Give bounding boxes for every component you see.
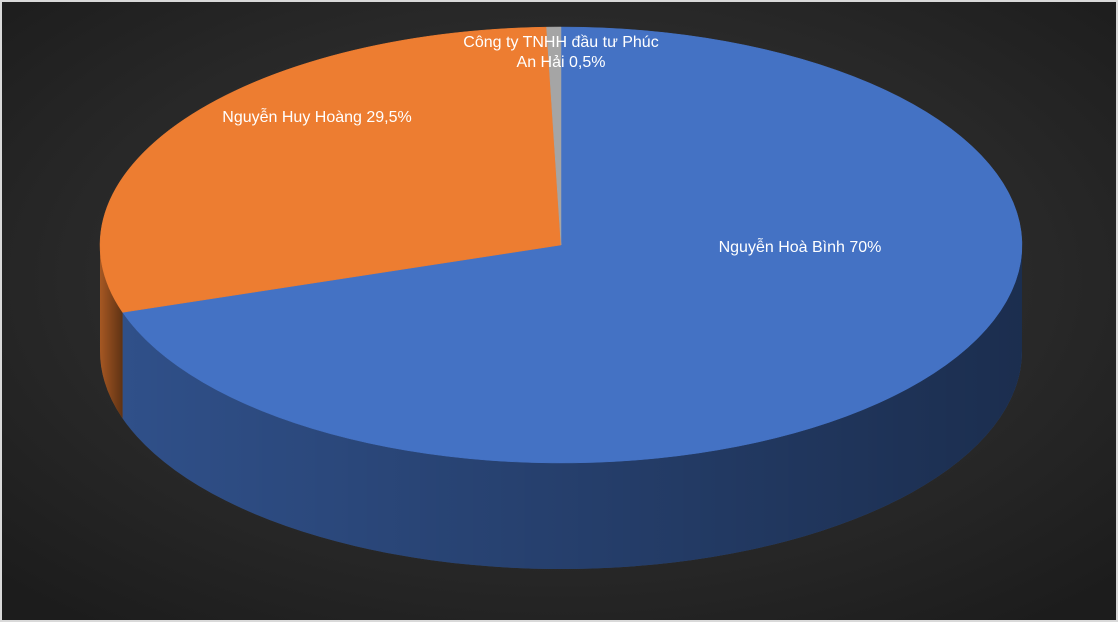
label-name: Nguyễn Hoà Bình [718,239,845,256]
data-label: Nguyễn Hoà Bình 70% [719,238,882,258]
label-value: 29,5% [366,109,412,126]
slice-side-shade [100,245,123,419]
slice-side-shade [122,245,1023,569]
label-value: 0,5% [569,54,606,71]
data-label: Công ty TNHH đầu tư Phúc An Hải 0,5% [461,33,661,73]
slice [546,26,562,246]
slice [122,26,1023,464]
label-value: 70% [849,239,882,256]
label-name: Nguyễn Huy Hoàng [222,109,362,126]
slice [99,26,562,313]
data-label: Nguyễn Huy Hoàng 29,5% [222,108,411,128]
label-name: Công ty TNHH đầu tư Phúc An Hải [463,34,659,71]
